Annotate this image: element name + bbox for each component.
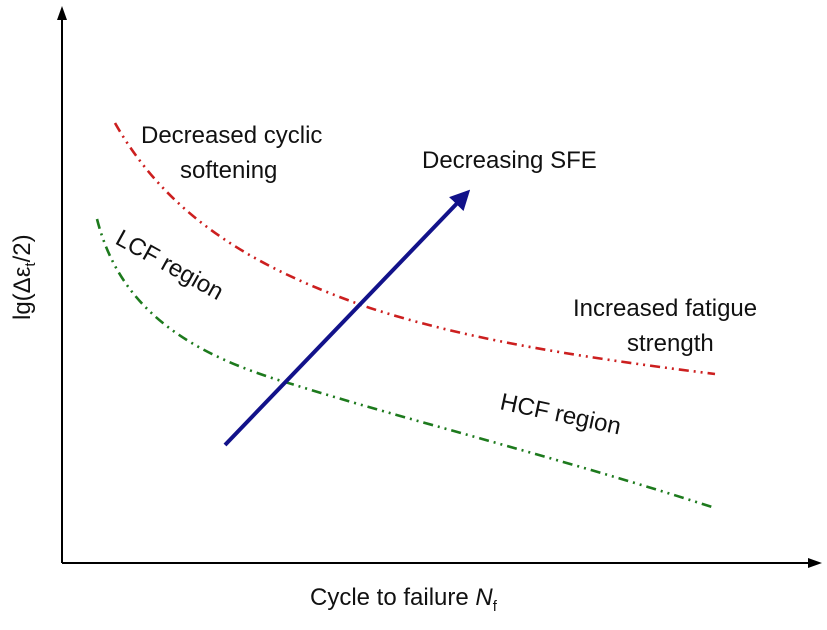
x-axis-label-var: N — [475, 584, 493, 611]
strength-label: strength — [627, 330, 714, 357]
decreasing-sfe-arrow — [223, 189, 471, 447]
x-axis-arrowhead — [808, 558, 822, 568]
hcf-region-label: HCF region — [498, 388, 624, 440]
y-axis-label-main: lg(Δε — [9, 266, 36, 320]
x-axis-label: Cycle to failure Nf — [310, 584, 498, 615]
y-axis-arrowhead — [57, 6, 67, 20]
x-axis-label-main: Cycle to failure — [310, 584, 475, 611]
lcf-region-label: LCF region — [111, 225, 228, 306]
y-axis-label-sub: t — [22, 262, 39, 267]
upper-curve — [113, 122, 716, 376]
x-axis-label-sub: f — [493, 598, 498, 615]
lower-curve — [95, 218, 713, 509]
decreased-cyclic-label: Decreased cyclic — [141, 122, 322, 149]
y-axis-label: lg(Δεt/2) — [9, 234, 39, 320]
y-axis-label-tail: /2) — [9, 234, 36, 262]
softening-label: softening — [180, 157, 277, 184]
increased-fatigue-label: Increased fatigue — [573, 295, 757, 322]
decreasing-sfe-label: Decreasing SFE — [422, 147, 597, 174]
